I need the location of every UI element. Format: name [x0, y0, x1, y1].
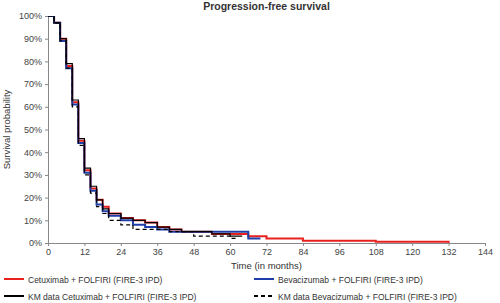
x-tick-label: 24: [116, 247, 126, 257]
y-tick-label: 0%: [29, 238, 42, 248]
legend-label: Bevacizumab + FOLFIRI (FIRE-3 IPD): [278, 275, 423, 285]
x-tick-label: 96: [335, 247, 345, 257]
x-tick-mark: [449, 243, 450, 246]
lines: [48, 16, 449, 243]
y-axis-title: Survival probability: [1, 89, 12, 169]
x-tick-label: 0: [46, 247, 51, 257]
x-axis-title: Time (in months): [231, 260, 302, 271]
y-tick: 30%: [24, 170, 48, 180]
y-tick-mark: [45, 16, 48, 17]
x-tick-label: 144: [478, 247, 493, 257]
x-tick: 36: [153, 243, 163, 257]
y-tick-label: 10%: [24, 216, 42, 226]
x-tick: 132: [442, 243, 457, 257]
legend-swatch: [254, 295, 274, 297]
x-tick-label: 72: [262, 247, 272, 257]
legend-item: KM data Bevacizumab + FOLFIRI (FIRE-3 IP…: [254, 292, 457, 302]
x-tick-label: 36: [153, 247, 163, 257]
y-tick-label: 40%: [24, 148, 42, 158]
y-tick-mark: [45, 39, 48, 40]
y-tick: 40%: [24, 148, 48, 158]
x-tick-label: 120: [405, 247, 420, 257]
legend-swatch: [4, 278, 24, 280]
y-tick: 20%: [24, 193, 48, 203]
y-tick-mark: [45, 198, 48, 199]
x-tick-mark: [194, 243, 195, 246]
y-axis: 0% 10% 20% 30% 40% 50% 60% 70% 80% 90% 100%: [19, 11, 49, 248]
y-tick-mark: [45, 84, 48, 85]
legend-item: Bevacizumab + FOLFIRI (FIRE-3 IPD): [254, 275, 423, 285]
x-tick: 108: [369, 243, 384, 257]
y-tick-mark: [45, 130, 48, 131]
legend-item: KM data Cetuximab + FOLFIRI (FIRE-3 IPD): [4, 292, 197, 302]
legend-label: KM data Bevacizumab + FOLFIRI (FIRE-3 IP…: [278, 292, 457, 302]
y-tick-mark: [45, 107, 48, 108]
x-tick-mark: [267, 243, 268, 246]
x-tick-mark: [230, 243, 231, 246]
x-axis-line: [49, 244, 486, 247]
y-tick-mark: [45, 243, 48, 244]
legend-label: Cetuximab + FOLFIRI (FIRE-3 IPD): [28, 275, 163, 285]
x-tick-mark: [412, 243, 413, 246]
legend-swatch: [254, 278, 274, 280]
x-tick-mark: [303, 243, 304, 246]
series-line: [48, 16, 260, 238]
y-tick: 100%: [19, 11, 48, 21]
x-tick-mark: [339, 243, 340, 246]
y-tick-mark: [45, 61, 48, 62]
y-tick: 70%: [24, 79, 48, 89]
x-tick-mark: [485, 243, 486, 246]
y-tick: 90%: [24, 34, 48, 44]
x-tick: 96: [335, 243, 345, 257]
x-axis: 0 12 24 36 48 60 72 84 96 108 120 132 144: [46, 243, 493, 257]
legend-label: KM data Cetuximab + FOLFIRI (FIRE-3 IPD): [28, 292, 197, 302]
x-tick-mark: [121, 243, 122, 246]
chart: Progression-free survival 0% 10% 20% 30% 40% 5…: [0, 0, 500, 303]
y-tick-mark: [45, 152, 48, 153]
y-axis-line: [45, 17, 49, 244]
legend: Cetuximab + FOLFIRI (FIRE-3 IPD) Bevacizu…: [4, 275, 457, 302]
title: Progression-free survival: [203, 0, 330, 12]
y-tick-label: 100%: [19, 11, 42, 21]
y-tick: 80%: [24, 57, 48, 67]
y-tick-label: 30%: [24, 170, 42, 180]
x-tick: 48: [189, 243, 199, 257]
y-tick-mark: [45, 175, 48, 176]
x-tick-mark: [84, 243, 85, 246]
series-line: [48, 16, 242, 236]
x-tick: 60: [226, 243, 236, 257]
x-tick-label: 12: [80, 247, 90, 257]
x-tick: 120: [405, 243, 420, 257]
x-tick-label: 84: [298, 247, 308, 257]
x-tick: 72: [262, 243, 272, 257]
y-tick-label: 80%: [24, 57, 42, 67]
y-tick: 60%: [24, 102, 48, 112]
x-tick: 12: [80, 243, 90, 257]
series-line: [48, 16, 449, 243]
series-line: [48, 16, 236, 238]
x-tick: 24: [116, 243, 126, 257]
legend-item: Cetuximab + FOLFIRI (FIRE-3 IPD): [4, 275, 163, 285]
y-tick-label: 70%: [24, 79, 42, 89]
y-tick-mark: [45, 220, 48, 221]
y-tick-label: 20%: [24, 193, 42, 203]
x-tick-mark: [157, 243, 158, 246]
y-tick-label: 60%: [24, 102, 42, 112]
legend-swatch: [4, 295, 24, 297]
x-tick-mark: [48, 243, 49, 246]
x-tick-label: 60: [226, 247, 236, 257]
y-tick-label: 90%: [24, 34, 42, 44]
x-tick: 84: [298, 243, 308, 257]
x-tick-label: 108: [369, 247, 384, 257]
x-tick-mark: [376, 243, 377, 246]
y-tick-label: 50%: [24, 125, 42, 135]
x-tick-label: 132: [442, 247, 457, 257]
y-tick: 50%: [24, 125, 48, 135]
x-tick: 0: [46, 243, 51, 257]
x-tick: 144: [478, 243, 493, 257]
x-tick-label: 48: [189, 247, 199, 257]
y-tick: 10%: [24, 216, 48, 226]
